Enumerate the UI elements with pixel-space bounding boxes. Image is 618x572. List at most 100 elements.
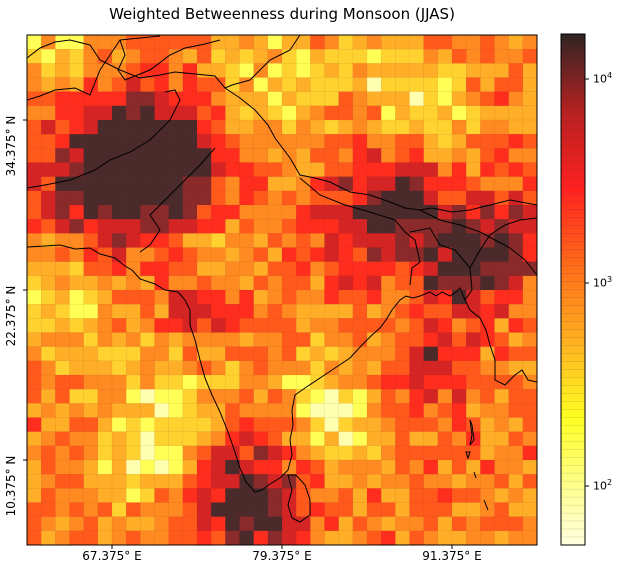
heatmap-cell (522, 176, 537, 192)
heatmap-cell (451, 91, 467, 107)
heatmap-cell (437, 247, 453, 263)
heatmap-cell (310, 445, 325, 461)
heatmap-cell (380, 346, 396, 362)
heatmap-cell (380, 516, 396, 532)
heatmap-cell (310, 119, 325, 135)
heatmap-cell (239, 388, 255, 404)
heatmap-cell (111, 204, 127, 220)
heatmap-cell (168, 374, 184, 390)
heatmap-cell (409, 445, 425, 461)
border-pakistan-india (139, 147, 216, 253)
heatmap-cell (366, 516, 382, 532)
heatmap-cell (352, 105, 368, 121)
heatmap-cell (352, 148, 368, 164)
heatmap-cell (494, 417, 510, 433)
heatmap-cell (480, 91, 495, 107)
heatmap-cell (111, 318, 127, 333)
heatmap-cell (352, 91, 368, 107)
heatmap-cell (27, 374, 42, 390)
border-nepal (299, 177, 421, 286)
heatmap-cell (55, 105, 71, 121)
heatmap-cell (338, 148, 354, 164)
heatmap-cell (55, 35, 71, 50)
heatmap-cell (522, 204, 537, 220)
heatmap-cell (210, 233, 226, 249)
heatmap-cell (437, 374, 453, 390)
heatmap-cell (253, 162, 269, 178)
heatmap-cell (196, 488, 212, 503)
heatmap-cell (522, 374, 537, 390)
heatmap-cell (409, 162, 425, 178)
heatmap-cell (480, 303, 495, 319)
heatmap-cell (437, 190, 453, 206)
heatmap-cell (423, 459, 439, 475)
heatmap-cell (395, 48, 410, 64)
heatmap-cell (154, 388, 170, 404)
heatmap-cell (196, 35, 212, 50)
heatmap-cell (69, 289, 85, 305)
heatmap-cell (154, 148, 170, 164)
heatmap-cell (395, 63, 410, 79)
heatmap-cell (210, 502, 226, 518)
heatmap-cell (168, 148, 184, 164)
heatmap-cell (508, 105, 524, 121)
heatmap-cell (352, 275, 368, 291)
heatmap-cell (295, 77, 311, 93)
heatmap-cell (168, 133, 184, 149)
heatmap-cell (210, 204, 226, 220)
heatmap-cell (352, 218, 368, 234)
heatmap-cell (267, 388, 283, 404)
heatmap-cell (267, 417, 283, 433)
heatmap-cell (125, 289, 141, 305)
heatmap-cell (168, 473, 184, 489)
heatmap-cell (182, 530, 198, 545)
heatmap-cell (225, 261, 241, 277)
heatmap-cell (366, 303, 382, 319)
heatmap-cell (83, 318, 99, 333)
heatmap-cell (395, 35, 410, 50)
heatmap-cell (154, 35, 170, 50)
heatmap-cell (324, 303, 340, 319)
heatmap-cell (508, 388, 524, 404)
heatmap-cell (83, 35, 99, 50)
heatmap-cell (210, 374, 226, 390)
heatmap-cell (27, 190, 42, 206)
heatmap-cell (522, 133, 537, 149)
heatmap-cell (324, 148, 340, 164)
heatmap-cell (409, 403, 425, 418)
heatmap-cell (27, 445, 42, 461)
heatmap-cell (522, 431, 537, 447)
heatmap-cell (295, 275, 311, 291)
heatmap-cell (366, 488, 382, 503)
heatmap-cell (111, 332, 127, 348)
heatmap-cell (125, 403, 141, 418)
heatmap-cell (111, 35, 127, 50)
heatmap-cell (494, 105, 510, 121)
heatmap-cell (69, 403, 85, 418)
heatmap-cell (338, 318, 354, 333)
heatmap-cell (324, 431, 340, 447)
heatmap-cell (494, 133, 510, 149)
heatmap-cell (324, 516, 340, 532)
heatmap-cell (437, 459, 453, 475)
heatmap-cell (210, 247, 226, 263)
heatmap-cell (380, 445, 396, 461)
heatmap-cell (125, 516, 141, 532)
heatmap-cell (508, 35, 524, 50)
colorbar-tick-label: 104 (593, 71, 613, 86)
heatmap-cell (111, 105, 127, 121)
heatmap-cell (168, 303, 184, 319)
heatmap-cell (196, 119, 212, 135)
heatmap-cell (69, 190, 85, 206)
heatmap-cell (380, 459, 396, 475)
heatmap-cell (295, 318, 311, 333)
heatmap-cell (182, 417, 198, 433)
heatmap-cell (83, 247, 99, 263)
colorbar-lines (561, 33, 585, 538)
heatmap-cell (125, 459, 141, 475)
heatmap-cell (27, 403, 42, 418)
heatmap-cell (508, 91, 524, 107)
heatmap-cell (168, 77, 184, 93)
heatmap-cell (494, 530, 510, 545)
heatmap-cell (352, 346, 368, 362)
